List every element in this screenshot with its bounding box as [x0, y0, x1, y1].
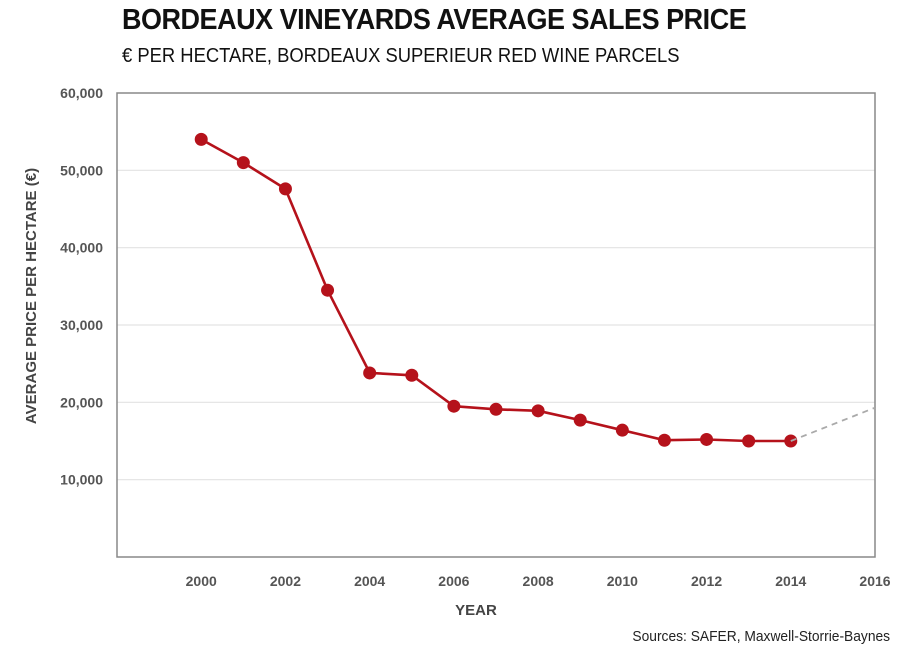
gridlines [117, 169, 875, 481]
x-tick-label: 2016 [859, 573, 890, 589]
data-point [363, 366, 377, 380]
data-point [700, 432, 714, 446]
data-point [615, 423, 629, 437]
plot-frame [116, 92, 876, 558]
x-axis-ticks: 2000 2002 2004 2006 2008 2010 2012 2014 2016 [186, 573, 891, 589]
data-point [742, 434, 756, 448]
data-point [194, 132, 208, 146]
x-tick-label: 2000 [186, 573, 217, 589]
chart-subtitle: € PER HECTARE, BORDEAUX SUPERIEUR RED WI… [122, 45, 680, 67]
data-point [489, 402, 503, 416]
y-tick-label: 20,000 [60, 394, 103, 410]
x-axis-label: YEAR [455, 602, 497, 619]
data-point [573, 413, 587, 427]
y-tick-label: 30,000 [60, 317, 103, 333]
data-point [447, 399, 461, 413]
chart-title: BORDEAUX VINEYARDS AVERAGE SALES PRICE [122, 4, 747, 36]
data-point [236, 156, 250, 170]
series-group [194, 132, 876, 448]
data-point [278, 182, 292, 196]
data-point [405, 368, 419, 382]
data-point [784, 434, 798, 448]
x-tick-label: 2002 [270, 573, 301, 589]
x-tick-label: 2010 [607, 573, 638, 589]
x-tick-label: 2006 [438, 573, 469, 589]
y-tick-label: 10,000 [60, 472, 103, 488]
y-tick-label: 40,000 [60, 240, 103, 256]
source-note: Sources: SAFER, Maxwell-Storrie-Baynes [632, 628, 890, 645]
y-axis-ticks: 10,000 20,000 30,000 40,000 50,000 60,000 [60, 85, 103, 488]
data-point [657, 433, 671, 447]
data-point [531, 404, 545, 418]
x-tick-label: 2014 [775, 573, 806, 589]
x-tick-label: 2008 [523, 573, 554, 589]
y-axis-label: AVERAGE PRICE PER HECTARE (€) [23, 168, 40, 424]
y-tick-label: 50,000 [60, 162, 103, 178]
y-tick-label: 60,000 [60, 85, 103, 101]
projection-line [790, 406, 876, 442]
x-tick-label: 2004 [354, 573, 385, 589]
data-point [321, 283, 335, 297]
x-tick-label: 2012 [691, 573, 722, 589]
